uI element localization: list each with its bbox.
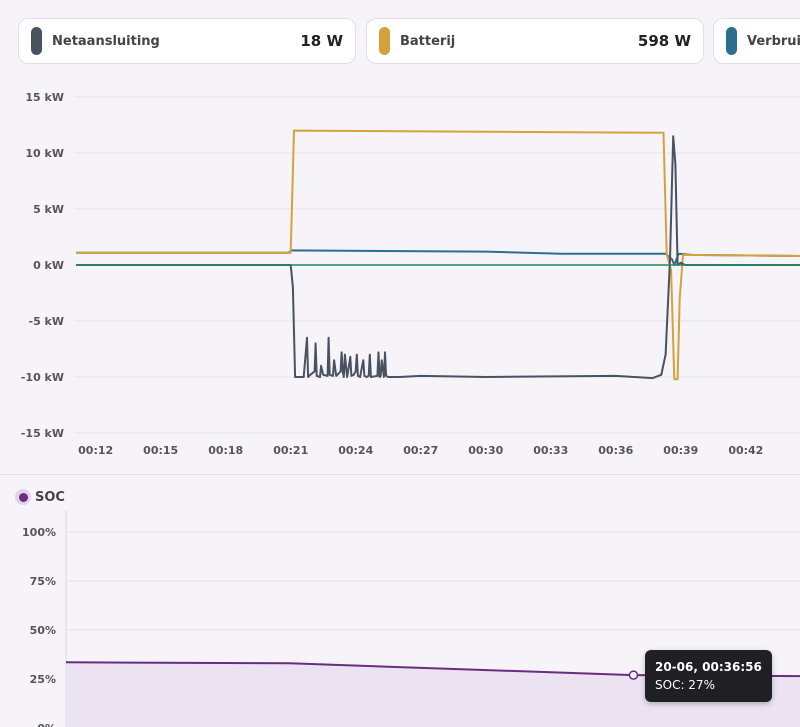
legend-card-batterij[interactable]: Batterij 598 W bbox=[366, 18, 704, 64]
batterij-swatch-icon bbox=[379, 27, 390, 55]
chart-divider bbox=[0, 474, 800, 475]
series-line-batterij[interactable] bbox=[76, 129, 800, 381]
y-tick-label: 0 kW bbox=[33, 259, 64, 272]
x-tick-label: 00:12 bbox=[78, 444, 113, 457]
legend-label: Netaansluiting bbox=[52, 33, 160, 49]
y-tick-label: 15 kW bbox=[25, 91, 64, 104]
soc-hover-point bbox=[628, 670, 639, 680]
soc-legend[interactable]: SOC bbox=[15, 489, 65, 505]
soc-area bbox=[66, 662, 800, 727]
x-tick-label: 00:36 bbox=[598, 444, 633, 457]
soc-tooltip: 20-06, 00:36:56 SOC: 27% bbox=[645, 650, 772, 702]
y-tick-label: 100% bbox=[22, 526, 56, 539]
x-tick-label: 00:27 bbox=[403, 444, 438, 457]
y-tick-label: -15 kW bbox=[21, 427, 64, 440]
y-tick-label: -5 kW bbox=[29, 315, 65, 328]
legend-label: Verbruik bbox=[747, 33, 800, 49]
soc-dot-icon bbox=[15, 489, 31, 505]
y-tick-label: 25% bbox=[30, 673, 56, 686]
tooltip-title: 20-06, 00:36:56 bbox=[655, 660, 762, 674]
legend-card-netaansluiting[interactable]: Netaansluiting 18 W bbox=[18, 18, 356, 64]
x-tick-label: 00:30 bbox=[468, 444, 503, 457]
x-tick-label: 00:24 bbox=[338, 444, 373, 457]
y-tick-label: 0% bbox=[37, 722, 56, 727]
legend-card-verbruik[interactable]: Verbruik bbox=[713, 18, 800, 64]
legend-label: Batterij bbox=[400, 33, 456, 49]
y-tick-label: -10 kW bbox=[21, 371, 64, 384]
x-tick-label: 00:21 bbox=[273, 444, 308, 457]
x-tick-label: 00:15 bbox=[143, 444, 178, 457]
y-tick-label: 75% bbox=[30, 575, 56, 588]
power-chart[interactable]: 15 kW 10 kW 5 kW 0 kW -5 kW -10 kW -15 kW 00:1… bbox=[0, 80, 800, 470]
y-tick-label: 10 kW bbox=[25, 147, 64, 160]
series-line-netaansluiting[interactable] bbox=[76, 135, 800, 380]
y-tick-label: 50% bbox=[30, 624, 56, 637]
legend-value: 18 W bbox=[300, 32, 343, 50]
soc-legend-label: SOC bbox=[35, 489, 65, 505]
x-tick-label: 00:42 bbox=[728, 444, 763, 457]
tooltip-body: SOC: 27% bbox=[655, 678, 715, 692]
x-tick-label: 00:18 bbox=[208, 444, 243, 457]
x-tick-label: 00:39 bbox=[663, 444, 698, 457]
legend-value: 598 W bbox=[637, 32, 691, 50]
x-tick-label: 00:33 bbox=[533, 444, 568, 457]
y-tick-label: 5 kW bbox=[33, 203, 64, 216]
netaansluiting-swatch-icon bbox=[31, 27, 42, 55]
verbruik-swatch-icon bbox=[726, 27, 737, 55]
